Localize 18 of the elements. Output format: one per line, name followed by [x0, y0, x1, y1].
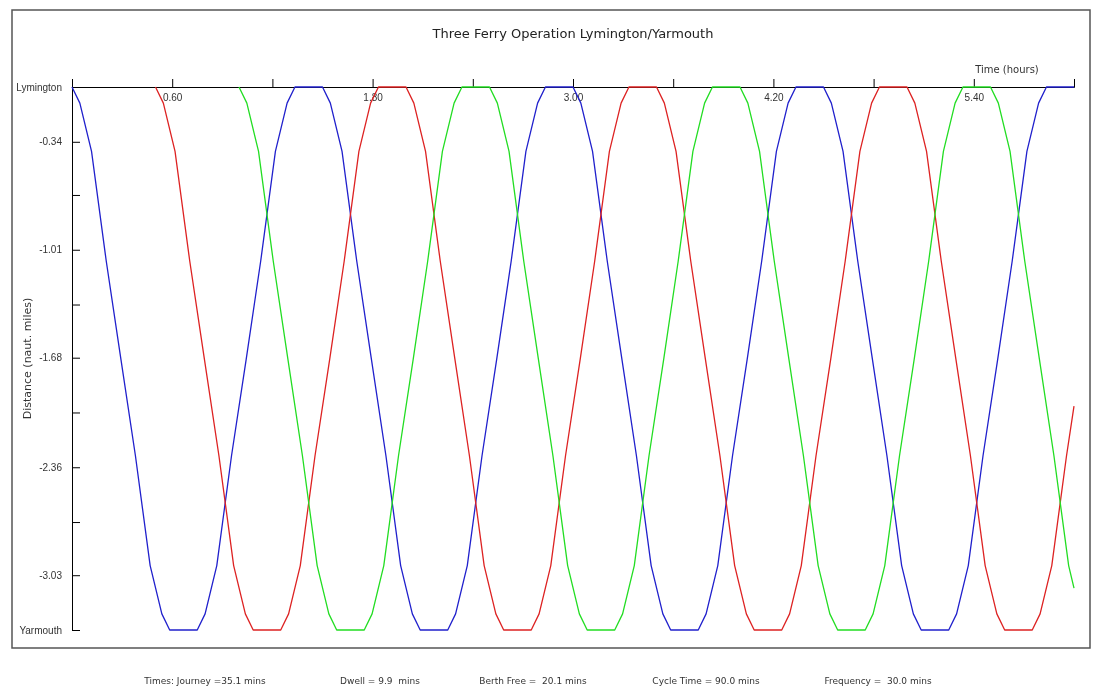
- x-axis-title: Time (hours): [974, 64, 1039, 75]
- y-tick-label: -0.34: [39, 136, 63, 148]
- text: Cycle Time = 90.0 mins: [652, 676, 760, 686]
- x-tick-label: 5.40: [964, 92, 985, 104]
- y-tick-label: Yarmouth: [19, 624, 62, 636]
- chart-title: Three Ferry Operation Lymington/Yarmouth: [431, 26, 714, 41]
- text: Times: Journey =35.1 mins: [143, 676, 267, 686]
- text: Dwell = 9.9 mins: [340, 676, 421, 686]
- text: Frequency = 30.0 mins: [824, 676, 932, 686]
- x-tick-label: 4.20: [764, 92, 785, 104]
- y-tick-label: Lymington: [16, 81, 62, 93]
- y-tick-label: -1.01: [39, 244, 63, 256]
- y-tick-label: -2.36: [39, 461, 63, 473]
- y-tick-label: -1.68: [39, 352, 63, 364]
- y-tick-label: -3.03: [39, 569, 63, 581]
- text: Berth Free = 20.1 mins: [479, 676, 587, 686]
- y-axis-title: Distance (naut. miles): [21, 297, 34, 420]
- x-tick-label: 0.60: [162, 92, 183, 104]
